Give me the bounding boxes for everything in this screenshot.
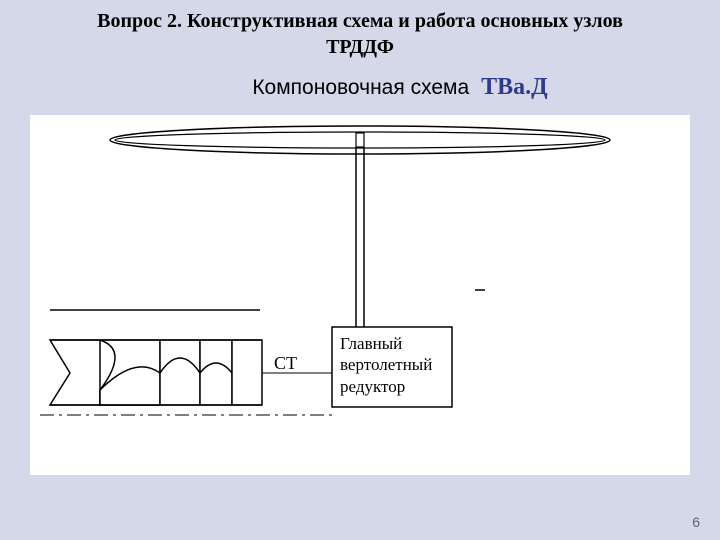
rotor-blades xyxy=(110,126,610,154)
page-title: Вопрос 2. Конструктивная схема и работа … xyxy=(20,8,700,60)
gearbox-label: Главныйвертолетныйредуктор xyxy=(340,333,448,397)
diagram-svg xyxy=(30,115,690,475)
title-line-2: ТРДДФ xyxy=(326,36,394,58)
st-label: СТ xyxy=(274,353,297,374)
rotor-shaft xyxy=(356,147,364,327)
engine-body xyxy=(50,340,262,405)
subtitle-label: ТВа.Д xyxy=(481,74,548,101)
diagram-container: СТ Главныйвертолетныйредуктор xyxy=(30,115,690,475)
page-number: 6 xyxy=(692,514,700,530)
subtitle-row: Компоновочная схема ТВа.Д xyxy=(20,74,700,101)
subtitle-text: Компоновочная схема xyxy=(252,76,469,100)
title-line-1: Вопрос 2. Конструктивная схема и работа … xyxy=(97,10,623,32)
